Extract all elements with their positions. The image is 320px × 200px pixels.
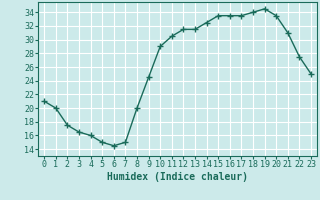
X-axis label: Humidex (Indice chaleur): Humidex (Indice chaleur)	[107, 172, 248, 182]
